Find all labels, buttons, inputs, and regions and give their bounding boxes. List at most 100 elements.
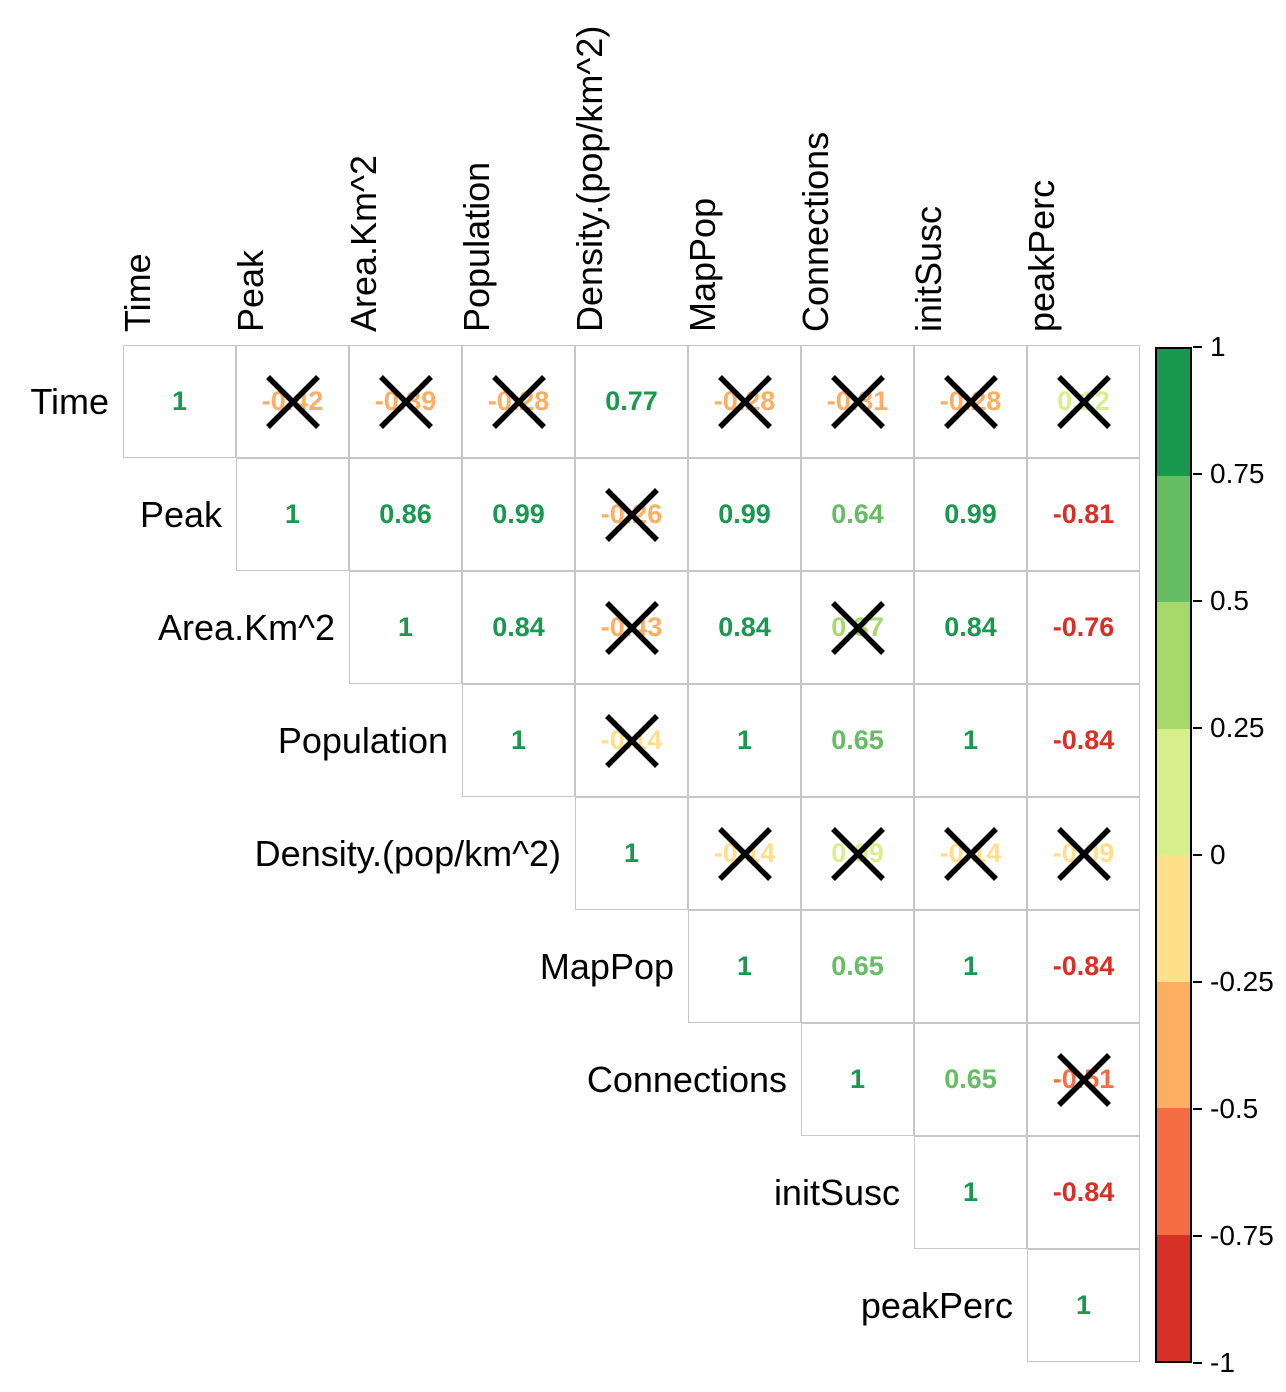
matrix-cell: -0.43: [575, 571, 688, 684]
matrix-cell: 1: [914, 1136, 1027, 1249]
matrix-cell: 0.64: [801, 458, 914, 571]
correlation-value: 1: [171, 386, 188, 416]
matrix-cell: -0.28: [914, 345, 1027, 458]
not-significant-cross-icon: [604, 713, 659, 768]
not-significant-cross-icon: [378, 374, 433, 429]
correlation-value: 1: [849, 1064, 866, 1094]
column-label: peakPerc: [1020, 179, 1062, 332]
colorbar-tick-label: 0.5: [1210, 585, 1249, 616]
matrix-cell: 0.09: [801, 797, 914, 910]
colorbar-tick: [1193, 472, 1202, 476]
matrix-cell: 0.12: [1027, 345, 1140, 458]
colorbar-tick-label: 0: [1210, 839, 1226, 870]
colorbar-segment: [1157, 475, 1190, 602]
not-significant-cross-icon: [1056, 826, 1111, 881]
colorbar-segment: [1157, 349, 1190, 476]
correlation-value: 1: [623, 838, 640, 868]
column-label: Peak: [229, 249, 271, 332]
correlation-value: 1: [736, 725, 753, 755]
matrix-cell: -0.26: [575, 458, 688, 571]
not-significant-cross-icon: [830, 826, 885, 881]
correlation-value: 0.86: [379, 499, 432, 529]
matrix-cell: 1: [914, 684, 1027, 797]
row-label: peakPerc: [860, 1284, 1013, 1326]
correlation-value: 0.64: [831, 499, 884, 529]
row-label: initSusc: [773, 1171, 900, 1213]
matrix-cell: 1: [236, 458, 349, 571]
matrix-cell: 1: [123, 345, 236, 458]
matrix-cell: 1: [1027, 1249, 1140, 1362]
matrix-cell: 0.86: [349, 458, 462, 571]
colorbar-tick: [1193, 1361, 1202, 1365]
colorbar-tick: [1193, 853, 1202, 857]
not-significant-cross-icon: [604, 600, 659, 655]
correlation-value: 1: [510, 725, 527, 755]
correlation-value: 1: [284, 499, 301, 529]
colorbar-tick: [1193, 980, 1202, 984]
not-significant-cross-icon: [604, 487, 659, 542]
matrix-cell: 0.84: [462, 571, 575, 684]
matrix-cell: 1: [801, 1023, 914, 1136]
colorbar-tick-label: -0.25: [1210, 966, 1274, 997]
matrix-cell: 0.37: [801, 571, 914, 684]
matrix-cell: 1: [575, 797, 688, 910]
matrix-cell: 0.99: [914, 458, 1027, 571]
colorbar-tick: [1193, 599, 1202, 603]
matrix-cell: -0.31: [801, 345, 914, 458]
row-label: MapPop: [539, 945, 674, 987]
not-significant-cross-icon: [717, 374, 772, 429]
column-label: Density.(pop/km^2): [568, 25, 610, 332]
matrix-cell: -0.84: [1027, 1136, 1140, 1249]
not-significant-cross-icon: [943, 826, 998, 881]
column-label: Time: [116, 253, 158, 332]
column-label: Area.Km^2: [342, 155, 384, 332]
correlation-value: 0.65: [831, 725, 884, 755]
matrix-cell: -0.84: [1027, 910, 1140, 1023]
correlation-value: 0.99: [944, 499, 997, 529]
correlation-value: 0.99: [492, 499, 545, 529]
not-significant-cross-icon: [265, 374, 320, 429]
row-label: Population: [277, 719, 448, 761]
row-label: Area.Km^2: [158, 606, 335, 648]
colorbar-tick: [1193, 1107, 1202, 1111]
correlation-value: 1: [962, 1177, 979, 1207]
matrix-cell: -0.42: [236, 345, 349, 458]
matrix-cell: -0.09: [1027, 797, 1140, 910]
matrix-cell: 1: [914, 910, 1027, 1023]
not-significant-cross-icon: [830, 600, 885, 655]
colorbar-segment: [1157, 855, 1190, 982]
correlation-value: 1: [1075, 1290, 1092, 1320]
matrix-cell: 0.65: [801, 684, 914, 797]
column-label: MapPop: [681, 197, 723, 332]
colorbar-tick-label: -0.5: [1210, 1093, 1259, 1124]
correlation-value: 0.84: [718, 612, 771, 642]
colorbar-tick: [1193, 1234, 1202, 1238]
matrix-cell: -0.14: [688, 797, 801, 910]
matrix-cell: 0.84: [914, 571, 1027, 684]
matrix-cell: 0.99: [462, 458, 575, 571]
not-significant-cross-icon: [1056, 374, 1111, 429]
not-significant-cross-icon: [1056, 1052, 1111, 1107]
matrix-cell: 0.99: [688, 458, 801, 571]
colorbar-tick-label: 0.25: [1210, 712, 1265, 743]
correlation-value: 1: [397, 612, 414, 642]
matrix-cell: -0.28: [688, 345, 801, 458]
colorbar-tick-label: 0.75: [1210, 458, 1265, 489]
correlation-value: 1: [962, 725, 979, 755]
matrix-cell: -0.81: [1027, 458, 1140, 571]
colorbar-segment: [1157, 1234, 1190, 1361]
matrix-cell: 1: [688, 684, 801, 797]
correlation-value: 1: [736, 951, 753, 981]
matrix-cell: -0.84: [1027, 684, 1140, 797]
column-label: Population: [455, 161, 497, 332]
matrix-cell: -0.14: [575, 684, 688, 797]
row-label: Connections: [586, 1058, 787, 1100]
correlation-value: 0.99: [718, 499, 771, 529]
colorbar-tick: [1193, 345, 1202, 349]
not-significant-cross-icon: [830, 374, 885, 429]
colorbar-segment: [1157, 981, 1190, 1108]
colorbar-gradient: [1155, 347, 1192, 1363]
matrix-cell: 0.65: [801, 910, 914, 1023]
correlation-value: 0.65: [831, 951, 884, 981]
